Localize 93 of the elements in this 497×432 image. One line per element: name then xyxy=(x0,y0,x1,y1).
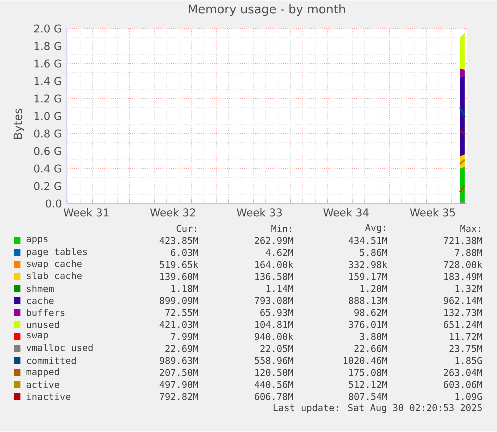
x-tick-label: Week 33 xyxy=(237,208,282,217)
legend-label: apps xyxy=(26,237,48,244)
text: 98.62M xyxy=(354,309,388,316)
text: 6.03M xyxy=(171,249,198,256)
text: 72.55M xyxy=(166,309,198,316)
text: 207.50M xyxy=(160,369,198,376)
text: 120.50M xyxy=(256,369,294,376)
legend-label: inactive xyxy=(27,393,71,400)
text: Cur: xyxy=(176,225,196,232)
text: 1.32M xyxy=(456,285,482,292)
text: 136.58M xyxy=(256,273,294,280)
text: 721.38M xyxy=(444,237,482,244)
text: Max: xyxy=(460,225,480,232)
x-tick-label: Week 34 xyxy=(324,208,369,217)
legend-label: shmem xyxy=(27,285,54,292)
text: 22.66M xyxy=(354,345,388,352)
text: 139.60M xyxy=(160,273,198,280)
legend-label: mapped xyxy=(26,368,60,378)
legend-label: swap xyxy=(27,333,48,340)
text: 603.06M xyxy=(444,381,482,388)
text: 558.96M xyxy=(255,357,294,364)
text: 65.93M xyxy=(260,309,294,316)
text: 519.65k xyxy=(160,261,199,268)
text: 11.72M xyxy=(450,333,482,340)
y-axis-title: Bytes xyxy=(14,109,25,140)
legend-label: committed xyxy=(27,357,76,364)
y-tick-label: 0.0 xyxy=(46,200,62,208)
legend-label: page_tables xyxy=(27,248,88,258)
text: Avg: xyxy=(365,224,386,234)
y-tick-label: 1.8 G xyxy=(34,42,62,50)
legend-label: swap_cache xyxy=(27,260,82,270)
text: 263.04M xyxy=(444,369,482,376)
x-tick-label: Week 35 xyxy=(410,208,456,217)
text: 1.09G xyxy=(456,393,482,400)
text: 7.88M xyxy=(455,249,482,256)
text: 1020.46M xyxy=(344,357,388,364)
y-tick-label: 1.4 G xyxy=(34,77,62,86)
text: 434.51M xyxy=(348,237,388,244)
text: 989.63M xyxy=(160,357,198,364)
legend-label: active xyxy=(26,381,60,388)
text: 22.05M xyxy=(260,345,294,352)
text: 793.08M xyxy=(255,297,294,304)
text: Last update: Sat Aug 30 02:20:53 2025 xyxy=(274,404,482,414)
text: 23.75M xyxy=(450,345,482,352)
legend-label: cache xyxy=(27,297,54,304)
text: 888.13M xyxy=(349,297,388,304)
legend-label: unused xyxy=(27,321,60,328)
text: 1.18M xyxy=(172,285,198,292)
y-tick-label: 1.2 G xyxy=(34,94,62,103)
x-tick-label: Week 32 xyxy=(150,208,196,217)
legend-label: slab_cache xyxy=(27,272,82,282)
text: 332.98k xyxy=(349,261,388,268)
y-tick-label: 1.0 G xyxy=(34,112,62,120)
text: 104.81M xyxy=(256,321,294,328)
text: 807.54M xyxy=(349,393,388,400)
text: 421.03M xyxy=(160,321,198,328)
text: 262.99M xyxy=(255,237,294,244)
text: Min: xyxy=(272,225,292,232)
chart-title: Memory usage - by month xyxy=(189,4,346,16)
text: 3.80M xyxy=(360,333,388,340)
text: 606.78M xyxy=(255,393,294,400)
text: 5.86M xyxy=(360,249,388,256)
text: 962.14M xyxy=(444,297,482,304)
text: 440.56M xyxy=(254,381,294,388)
text: 899.09M xyxy=(160,297,198,304)
y-tick-label: 0.4 G xyxy=(34,164,62,173)
text: 7.99M xyxy=(171,333,198,340)
text: 22.69M xyxy=(166,345,198,352)
text: 423.85M xyxy=(160,237,198,244)
text: 175.08M xyxy=(350,369,388,376)
legend-label: vmalloc_used xyxy=(26,344,93,354)
text: 183.49M xyxy=(444,273,482,280)
text: 728.00k xyxy=(444,261,483,268)
text: 132.73M xyxy=(444,309,482,316)
text: 164.00k xyxy=(256,261,294,268)
text: 497.90M xyxy=(160,381,198,388)
y-tick-label: 1.6 G xyxy=(34,60,62,68)
text: 376.01M xyxy=(349,321,388,328)
text: 792.82M xyxy=(160,393,198,400)
text: 512.12M xyxy=(349,381,388,388)
y-tick-label: 0.6 G xyxy=(34,147,62,156)
text: 1.14M xyxy=(266,285,294,292)
text: 940.00k xyxy=(254,333,294,340)
y-tick-label: 0.2 G xyxy=(34,182,62,190)
text: 159.17M xyxy=(350,273,388,280)
legend-label: buffers xyxy=(27,309,65,316)
text: 1.20M xyxy=(360,285,388,292)
text: 651.24M xyxy=(444,321,482,328)
text: 1.85G xyxy=(456,357,482,364)
x-tick-label: Week 31 xyxy=(64,208,109,217)
text: 4.62M xyxy=(266,249,294,256)
y-tick-label: 2.0 G xyxy=(34,24,62,33)
y-tick-label: 0.8 G xyxy=(34,130,62,138)
